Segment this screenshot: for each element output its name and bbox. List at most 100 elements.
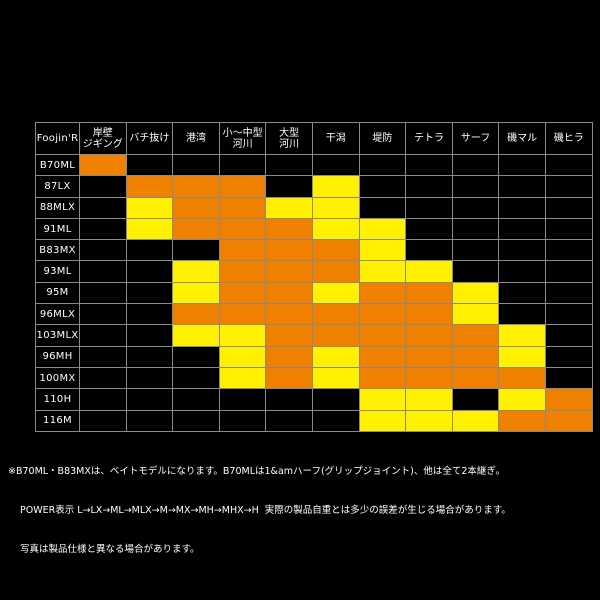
model-label: 91ML xyxy=(35,217,80,241)
cell-empty xyxy=(358,196,407,219)
cell-empty xyxy=(498,239,546,262)
table-row: 91ML xyxy=(35,217,593,241)
cell-orange xyxy=(405,345,453,368)
cell-yellow xyxy=(311,345,360,368)
model-label: B83MX xyxy=(35,239,80,262)
cell-empty xyxy=(544,366,593,390)
note-line: POWER表示 L→LX→ML→MLX→M→MX→MH→MHX→H 実際の製品自… xyxy=(20,505,511,516)
cell-empty xyxy=(544,303,593,326)
column-header: テトラ xyxy=(405,122,453,155)
table-row: 96MH xyxy=(35,345,593,368)
cell-empty xyxy=(544,260,593,283)
cell-empty xyxy=(358,175,407,198)
cell-orange xyxy=(544,409,593,432)
cell-empty xyxy=(125,409,174,432)
table-row: 110H xyxy=(35,388,593,411)
cell-empty xyxy=(544,175,593,198)
cell-empty xyxy=(79,217,127,241)
column-header: サーフ xyxy=(451,122,500,155)
cell-empty xyxy=(405,239,453,262)
cell-orange xyxy=(405,303,453,326)
table-row: 103MLX xyxy=(35,324,593,347)
cell-orange xyxy=(218,303,267,326)
cell-empty xyxy=(125,281,174,305)
cell-yellow xyxy=(405,260,453,283)
cell-orange xyxy=(498,366,546,390)
cell-orange xyxy=(405,324,453,347)
cell-orange xyxy=(405,281,453,305)
cell-yellow xyxy=(311,175,360,198)
cell-empty xyxy=(405,175,453,198)
note-line: 写真は製品仕様と異なる場合があります。 xyxy=(20,544,200,555)
cell-orange xyxy=(218,260,267,283)
cell-empty xyxy=(498,260,546,283)
cell-yellow xyxy=(125,196,174,219)
model-label: 103MLX xyxy=(35,324,80,347)
cell-empty xyxy=(172,366,220,390)
cell-empty xyxy=(172,409,220,432)
cell-empty xyxy=(79,175,127,198)
cell-empty xyxy=(498,175,546,198)
cell-empty xyxy=(125,345,174,368)
model-label: 95M xyxy=(35,281,80,305)
cell-empty xyxy=(125,388,174,411)
cell-orange xyxy=(218,239,267,262)
cell-empty xyxy=(311,388,360,411)
cell-yellow xyxy=(498,388,546,411)
cell-empty xyxy=(498,217,546,241)
model-label: 96MH xyxy=(35,345,80,368)
cell-empty xyxy=(358,153,407,177)
cell-orange xyxy=(358,366,407,390)
cell-empty xyxy=(125,260,174,283)
model-label: 110H xyxy=(35,388,80,411)
table-row: 96MLX xyxy=(35,303,593,326)
cell-yellow xyxy=(358,409,407,432)
column-header: 磯ヒラ xyxy=(544,122,593,155)
cell-orange xyxy=(544,388,593,411)
model-label: B70ML xyxy=(35,153,80,177)
column-header: 小〜中型 河川 xyxy=(218,122,267,155)
cell-orange xyxy=(265,345,313,368)
column-header: 磯マル xyxy=(498,122,546,155)
cell-orange xyxy=(218,175,267,198)
cell-empty xyxy=(218,388,267,411)
cell-empty xyxy=(498,196,546,219)
table-body: B70ML 87LX 88MLX 91ML B83MX 93ML 95M 96MLX 103ML… xyxy=(35,153,593,432)
cell-empty xyxy=(451,153,500,177)
cell-yellow xyxy=(358,239,407,262)
cell-empty xyxy=(79,239,127,262)
cell-empty xyxy=(125,366,174,390)
cell-empty xyxy=(79,366,127,390)
cell-empty xyxy=(79,345,127,368)
cell-yellow xyxy=(405,409,453,432)
cell-empty xyxy=(451,239,500,262)
cell-orange xyxy=(451,324,500,347)
cell-yellow xyxy=(451,303,500,326)
cell-yellow xyxy=(451,281,500,305)
cell-empty xyxy=(498,303,546,326)
cell-yellow xyxy=(311,196,360,219)
cell-yellow xyxy=(172,281,220,305)
cell-yellow xyxy=(405,388,453,411)
cell-yellow xyxy=(358,260,407,283)
cell-empty xyxy=(544,281,593,305)
table-row: 116M xyxy=(35,409,593,432)
cell-orange xyxy=(218,281,267,305)
cell-empty xyxy=(265,175,313,198)
cell-empty xyxy=(125,153,174,177)
cell-orange xyxy=(265,303,313,326)
cell-empty xyxy=(451,175,500,198)
cell-orange xyxy=(405,366,453,390)
column-header: バチ抜け xyxy=(125,122,174,155)
table-row: B70ML xyxy=(35,153,593,177)
cell-orange xyxy=(265,366,313,390)
cell-orange xyxy=(218,196,267,219)
header-row: Foojin'R 岸壁 ジギング バチ抜け 港湾 小〜中型 河川 大型 河川 干潟 堤防 テト… xyxy=(35,122,593,155)
cell-empty xyxy=(79,196,127,219)
cell-orange xyxy=(451,345,500,368)
model-label: 87LX xyxy=(35,175,80,198)
cell-orange xyxy=(265,324,313,347)
rod-usage-table: Foojin'R 岸壁 ジギング バチ抜け 港湾 小〜中型 河川 大型 河川 干潟 堤防 テト… xyxy=(35,122,593,432)
table-row: 95M xyxy=(35,281,593,305)
cell-empty xyxy=(544,217,593,241)
